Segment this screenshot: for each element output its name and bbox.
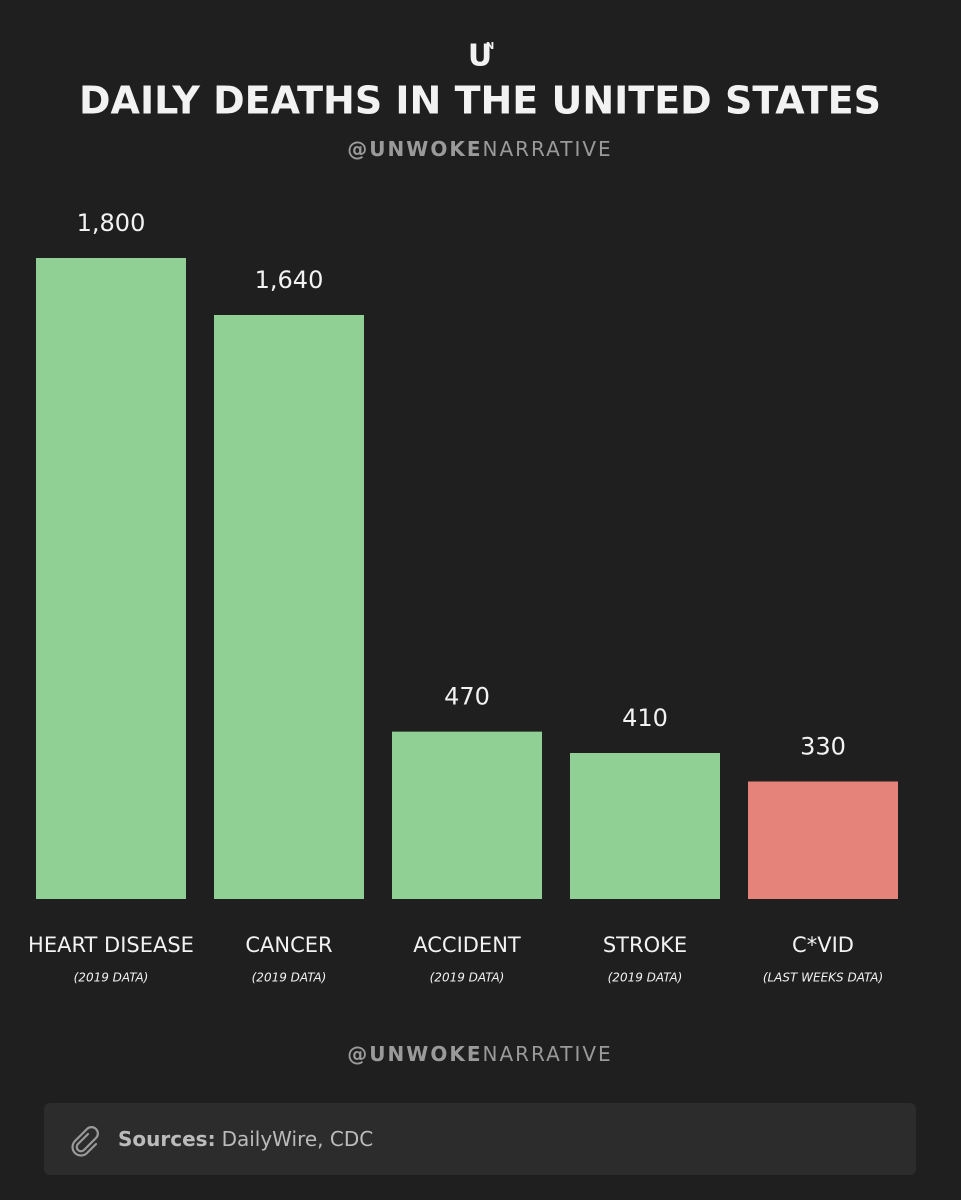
category-label: STROKE	[603, 933, 687, 957]
handle-light: NARRATIVE	[483, 1042, 613, 1066]
category-note: (2019 DATA)	[430, 971, 505, 985]
handle: @UNWOKENARRATIVE	[347, 137, 612, 161]
bar	[392, 731, 542, 899]
sources: Sources: DailyWire, CDC	[118, 1127, 373, 1151]
value-label: 1,800	[77, 209, 146, 237]
handle-bold: @UNWOKE	[347, 1042, 482, 1066]
paperclip-icon	[71, 1126, 99, 1157]
handle: @UNWOKENARRATIVE	[347, 1042, 612, 1066]
value-label: 470	[444, 683, 490, 711]
logo-small: N	[486, 41, 494, 52]
category-label: ACCIDENT	[413, 933, 521, 957]
value-label: 410	[622, 704, 668, 732]
category-label: CANCER	[245, 933, 332, 957]
logo: U	[468, 39, 492, 74]
sources-box	[44, 1103, 916, 1175]
value-label: 1,640	[255, 266, 324, 294]
category-note: (2019 DATA)	[608, 971, 683, 985]
bar	[748, 781, 898, 899]
category-note: (LAST WEEKS DATA)	[763, 971, 883, 985]
chart-title: DAILY DEATHS IN THE UNITED STATES	[79, 79, 881, 123]
bar	[214, 314, 364, 899]
bar	[570, 752, 720, 899]
handle-light: NARRATIVE	[483, 137, 613, 161]
category-label: C*VID	[792, 933, 854, 957]
bar	[36, 258, 186, 899]
value-label: 330	[800, 732, 846, 760]
sources-label: Sources:	[118, 1127, 216, 1151]
category-note: (2019 DATA)	[252, 971, 327, 985]
handle-bold: @UNWOKE	[347, 137, 482, 161]
sources-text: DailyWire, CDC	[222, 1127, 374, 1151]
category-note: (2019 DATA)	[74, 971, 149, 985]
category-label: HEART DISEASE	[28, 933, 194, 957]
